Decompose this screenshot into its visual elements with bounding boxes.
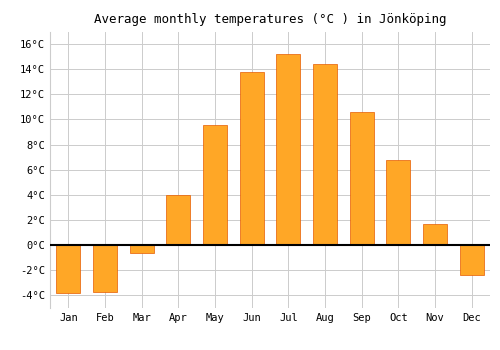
Bar	[313, 64, 337, 245]
Title: Average monthly temperatures (°C ) in Jönköping: Average monthly temperatures (°C ) in Jö…	[94, 13, 447, 26]
Bar	[386, 160, 410, 245]
Bar	[166, 195, 190, 245]
Bar	[423, 224, 447, 245]
Bar	[203, 125, 227, 245]
Bar	[130, 245, 154, 253]
Bar	[93, 245, 117, 292]
Bar	[276, 54, 300, 245]
Bar	[56, 245, 80, 293]
Bar	[460, 245, 483, 275]
Bar	[240, 72, 264, 245]
Bar	[350, 112, 374, 245]
